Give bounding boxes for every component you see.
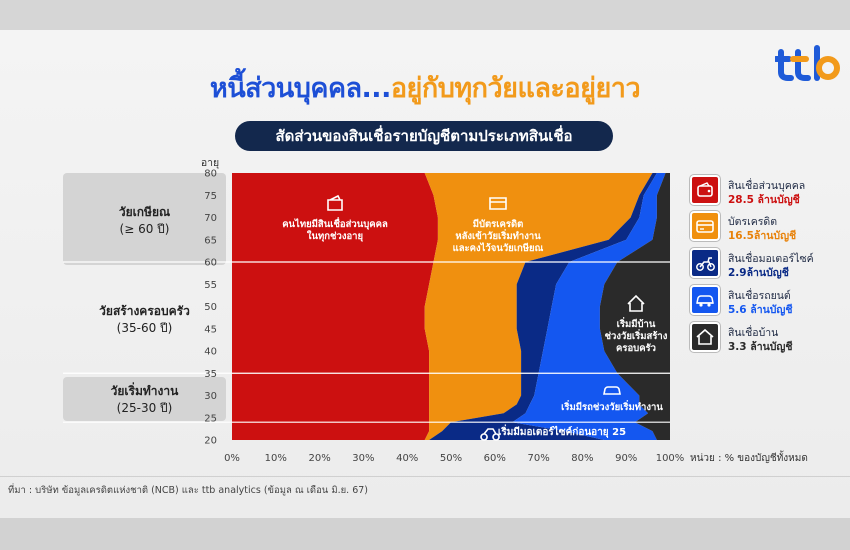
annotation-text: ครอบครัว: [616, 343, 656, 354]
x-axis: 0% 10% 20% 30% 40% 50% 60% 70% 80% 90% 100%: [224, 453, 684, 464]
x-tick-label: 100%: [656, 453, 685, 464]
chart-annotations: คนไทยมีสินเชื่อส่วนบุคคลในทุกช่วงอายุมีบ…: [282, 194, 668, 441]
legend-item-motorcycle: สินเชื่อมอเตอร์ไซค์ 2.9ล้านบัญชี: [689, 247, 840, 288]
motorcycle-icon: [696, 257, 715, 271]
ttb-logo: [775, 45, 840, 81]
annotation-text: หลังเข้าวัยเริ่มทำงาน: [455, 228, 541, 242]
x-tick-label: 40%: [396, 453, 418, 464]
age-group-range: (≥ 60 ปี): [119, 222, 170, 236]
y-tick-label: 60: [204, 258, 217, 269]
bottom-band: [0, 518, 850, 550]
legend-value: 5.6 ล้านบัญชี: [728, 304, 793, 316]
legend-item-housing: สินเชื่อบ้าน 3.3 ล้านบัญชี: [689, 321, 840, 362]
y-tick-label: 25: [204, 413, 217, 424]
chart-subtitle: สัดส่วนของสินเชื่อรายบัญชีตามประเภทสินเช…: [235, 121, 613, 151]
age-group-early-career: วัยเริ่มทำงาน (25-30 ปี): [63, 383, 226, 417]
legend-name: สินเชื่อบ้าน: [728, 327, 779, 339]
house-icon: [627, 294, 645, 312]
age-group-range: (25-30 ปี): [116, 401, 173, 415]
annotation-text: ในทุกช่วงอายุ: [307, 230, 363, 242]
annotation-5: เริ่มมีมอเตอร์ไซค์ก่อนอายุ 25: [480, 424, 626, 441]
title-part2: อยู่กับทุกวัยและอยู่ยาว: [390, 73, 641, 104]
legend-swatch: [689, 247, 721, 279]
y-tick-label: 30: [204, 391, 217, 402]
title-part1: หนี้ส่วนบุคคล...: [209, 73, 391, 104]
x-tick-label: 50%: [440, 453, 462, 464]
age-group-range: (35-60 ปี): [116, 321, 173, 335]
legend-value: 3.3 ล้านบัญชี: [728, 341, 793, 353]
house-icon: [696, 328, 714, 345]
legend-name: บัตรเครดิต: [728, 216, 778, 228]
top-band: [0, 0, 850, 30]
annotation-text: เริ่มมีรถช่วงวัยเริ่มทำงาน: [561, 399, 663, 413]
x-tick-label: 20%: [308, 453, 330, 464]
y-tick-label: 75: [204, 191, 217, 202]
footer-divider: [0, 476, 850, 477]
x-tick-label: 90%: [615, 453, 637, 464]
age-group-retirement: วัยเกษียณ (≥ 60 ปี): [63, 204, 226, 238]
legend-swatch: [689, 321, 721, 353]
age-group-name: วัยเกษียณ: [118, 205, 171, 219]
y-axis-label: อายุ: [201, 157, 219, 169]
legend-item-car: สินเชื่อรถยนต์ 5.6 ล้านบัญชี: [689, 284, 840, 325]
car-icon: [603, 386, 621, 395]
y-tick-label: 70: [204, 213, 217, 224]
y-axis: อายุ 20 25 30 35 40 45 50 55 60 65 70 75 80: [201, 157, 219, 447]
legend-swatch: [689, 174, 721, 206]
y-tick-label: 20: [204, 436, 217, 447]
annotation-3: เริ่มมีบ้านช่วงวัยเริ่มสร้างครอบครัว: [605, 294, 668, 354]
annotation-4: เริ่มมีรถช่วงวัยเริ่มทำงาน: [561, 386, 663, 413]
source-note: ที่มา : บริษัท ข้อมูลเครดิตแห่งชาติ (NCB…: [8, 485, 368, 496]
y-tick-label: 50: [204, 302, 217, 313]
legend-name: สินเชื่อส่วนบุคคล: [728, 180, 806, 192]
motorcycle-icon: [480, 428, 500, 441]
legend-item-personal-loan: สินเชื่อส่วนบุคคล 28.5 ล้านบัญชี: [689, 174, 840, 215]
annotation-2: มีบัตรเครดิตหลังเข้าวัยเริ่มทำงานและคงไว…: [453, 197, 544, 254]
y-tick-label: 65: [204, 235, 217, 246]
age-group-name: วัยสร้างครอบครัว: [99, 304, 190, 318]
x-tick-label: 10%: [265, 453, 287, 464]
legend-item-credit-card: บัตรเครดิต 16.5ล้านบัญชี: [689, 210, 840, 251]
bracket-retirement: [63, 173, 226, 265]
wallet-icon: [327, 194, 343, 211]
credit-card-icon: [696, 220, 714, 233]
age-divider-lines: [63, 261, 670, 423]
legend-value: 16.5ล้านบัญชี: [728, 230, 797, 242]
page-title: หนี้ส่วนบุคคล...อยู่กับทุกวัยและอยู่ยาว: [0, 66, 850, 109]
legend-name: สินเชื่อรถยนต์: [728, 290, 791, 302]
bracket-early-career: [63, 377, 226, 421]
annotation-text: มีบัตรเครดิต: [473, 218, 524, 230]
x-tick-label: 60%: [484, 453, 506, 464]
area-1: [232, 173, 438, 440]
area-3: [429, 173, 657, 440]
y-tick-label: 45: [204, 324, 217, 335]
age-group-family: วัยสร้างครอบครัว (35-60 ปี): [63, 303, 226, 337]
x-tick-label: 70%: [527, 453, 549, 464]
y-tick-label: 80: [204, 169, 217, 180]
unit-note: หน่วย : % ของบัญชีทั้งหมด: [690, 453, 808, 464]
y-tick-label: 40: [204, 347, 217, 358]
x-tick-label: 0%: [224, 453, 240, 464]
chart-areas: [232, 173, 670, 440]
x-tick-label: 80%: [571, 453, 593, 464]
age-group-name: วัยเริ่มทำงาน: [110, 384, 179, 398]
legend-value: 2.9ล้านบัญชี: [728, 267, 789, 279]
legend-swatch: [689, 210, 721, 242]
annotation-text: คนไทยมีสินเชื่อส่วนบุคคล: [282, 216, 388, 230]
legend-name: สินเชื่อมอเตอร์ไซค์: [728, 253, 814, 265]
annotation-text: เริ่มมีบ้าน: [617, 316, 656, 330]
annotation-text: ช่วงวัยเริ่มสร้าง: [605, 328, 668, 342]
annotation-text: เริ่มมีมอเตอร์ไซค์ก่อนอายุ 25: [498, 424, 626, 438]
y-tick-label: 55: [204, 280, 217, 291]
y-tick-label: 35: [204, 369, 217, 380]
legend-value: 28.5 ล้านบัญชี: [728, 194, 800, 206]
car-icon: [696, 295, 714, 307]
x-tick-label: 30%: [352, 453, 374, 464]
legend-swatch: [689, 284, 721, 316]
wallet-icon: [697, 182, 713, 197]
credit-card-icon: [489, 197, 507, 210]
annotation-text: และคงไว้จนวัยเกษียณ: [453, 242, 544, 254]
